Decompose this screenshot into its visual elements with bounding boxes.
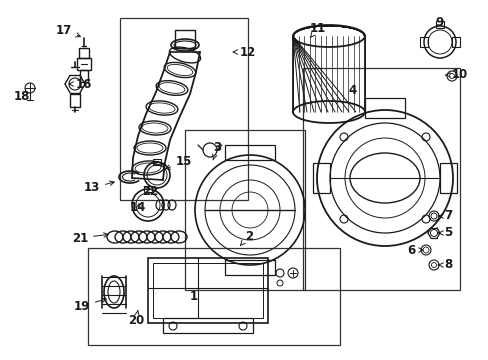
Bar bbox=[153, 159, 161, 165]
Bar bbox=[163, 318, 252, 333]
Bar bbox=[120, 18, 247, 200]
Bar bbox=[312, 163, 329, 193]
Text: 22: 22 bbox=[142, 185, 158, 198]
Bar bbox=[451, 37, 459, 47]
Text: 18: 18 bbox=[14, 90, 30, 103]
Text: 2: 2 bbox=[240, 230, 253, 246]
Text: 11: 11 bbox=[309, 22, 325, 37]
Text: 16: 16 bbox=[69, 77, 92, 90]
Bar bbox=[439, 163, 456, 193]
Text: 10: 10 bbox=[445, 68, 468, 81]
Text: 19: 19 bbox=[74, 298, 106, 312]
Text: 9: 9 bbox=[434, 15, 442, 28]
Bar bbox=[148, 258, 267, 323]
Text: 4: 4 bbox=[347, 84, 356, 96]
Bar bbox=[303, 68, 459, 290]
Bar bbox=[435, 21, 443, 28]
Text: 12: 12 bbox=[233, 45, 256, 58]
Bar bbox=[70, 94, 80, 107]
Text: 5: 5 bbox=[437, 226, 451, 239]
Bar bbox=[88, 248, 339, 345]
Text: 7: 7 bbox=[437, 210, 451, 222]
Text: 6: 6 bbox=[407, 243, 422, 256]
Text: 1: 1 bbox=[189, 289, 198, 302]
Bar bbox=[154, 162, 160, 164]
Text: 14: 14 bbox=[130, 202, 146, 215]
Text: 15: 15 bbox=[165, 156, 192, 169]
Bar bbox=[153, 263, 263, 318]
Text: 21: 21 bbox=[72, 231, 108, 244]
Bar bbox=[80, 70, 88, 82]
Bar bbox=[419, 37, 427, 47]
Text: 20: 20 bbox=[128, 311, 144, 327]
Bar bbox=[143, 186, 152, 192]
Text: 3: 3 bbox=[212, 141, 221, 160]
Bar bbox=[224, 145, 274, 160]
Text: 13: 13 bbox=[83, 181, 114, 194]
Bar bbox=[184, 130, 305, 290]
Bar bbox=[79, 48, 89, 58]
Text: 8: 8 bbox=[437, 258, 451, 271]
Bar bbox=[77, 58, 91, 70]
Bar bbox=[175, 30, 195, 48]
Bar bbox=[364, 98, 404, 118]
Bar bbox=[224, 260, 274, 275]
Text: 17: 17 bbox=[56, 23, 80, 37]
